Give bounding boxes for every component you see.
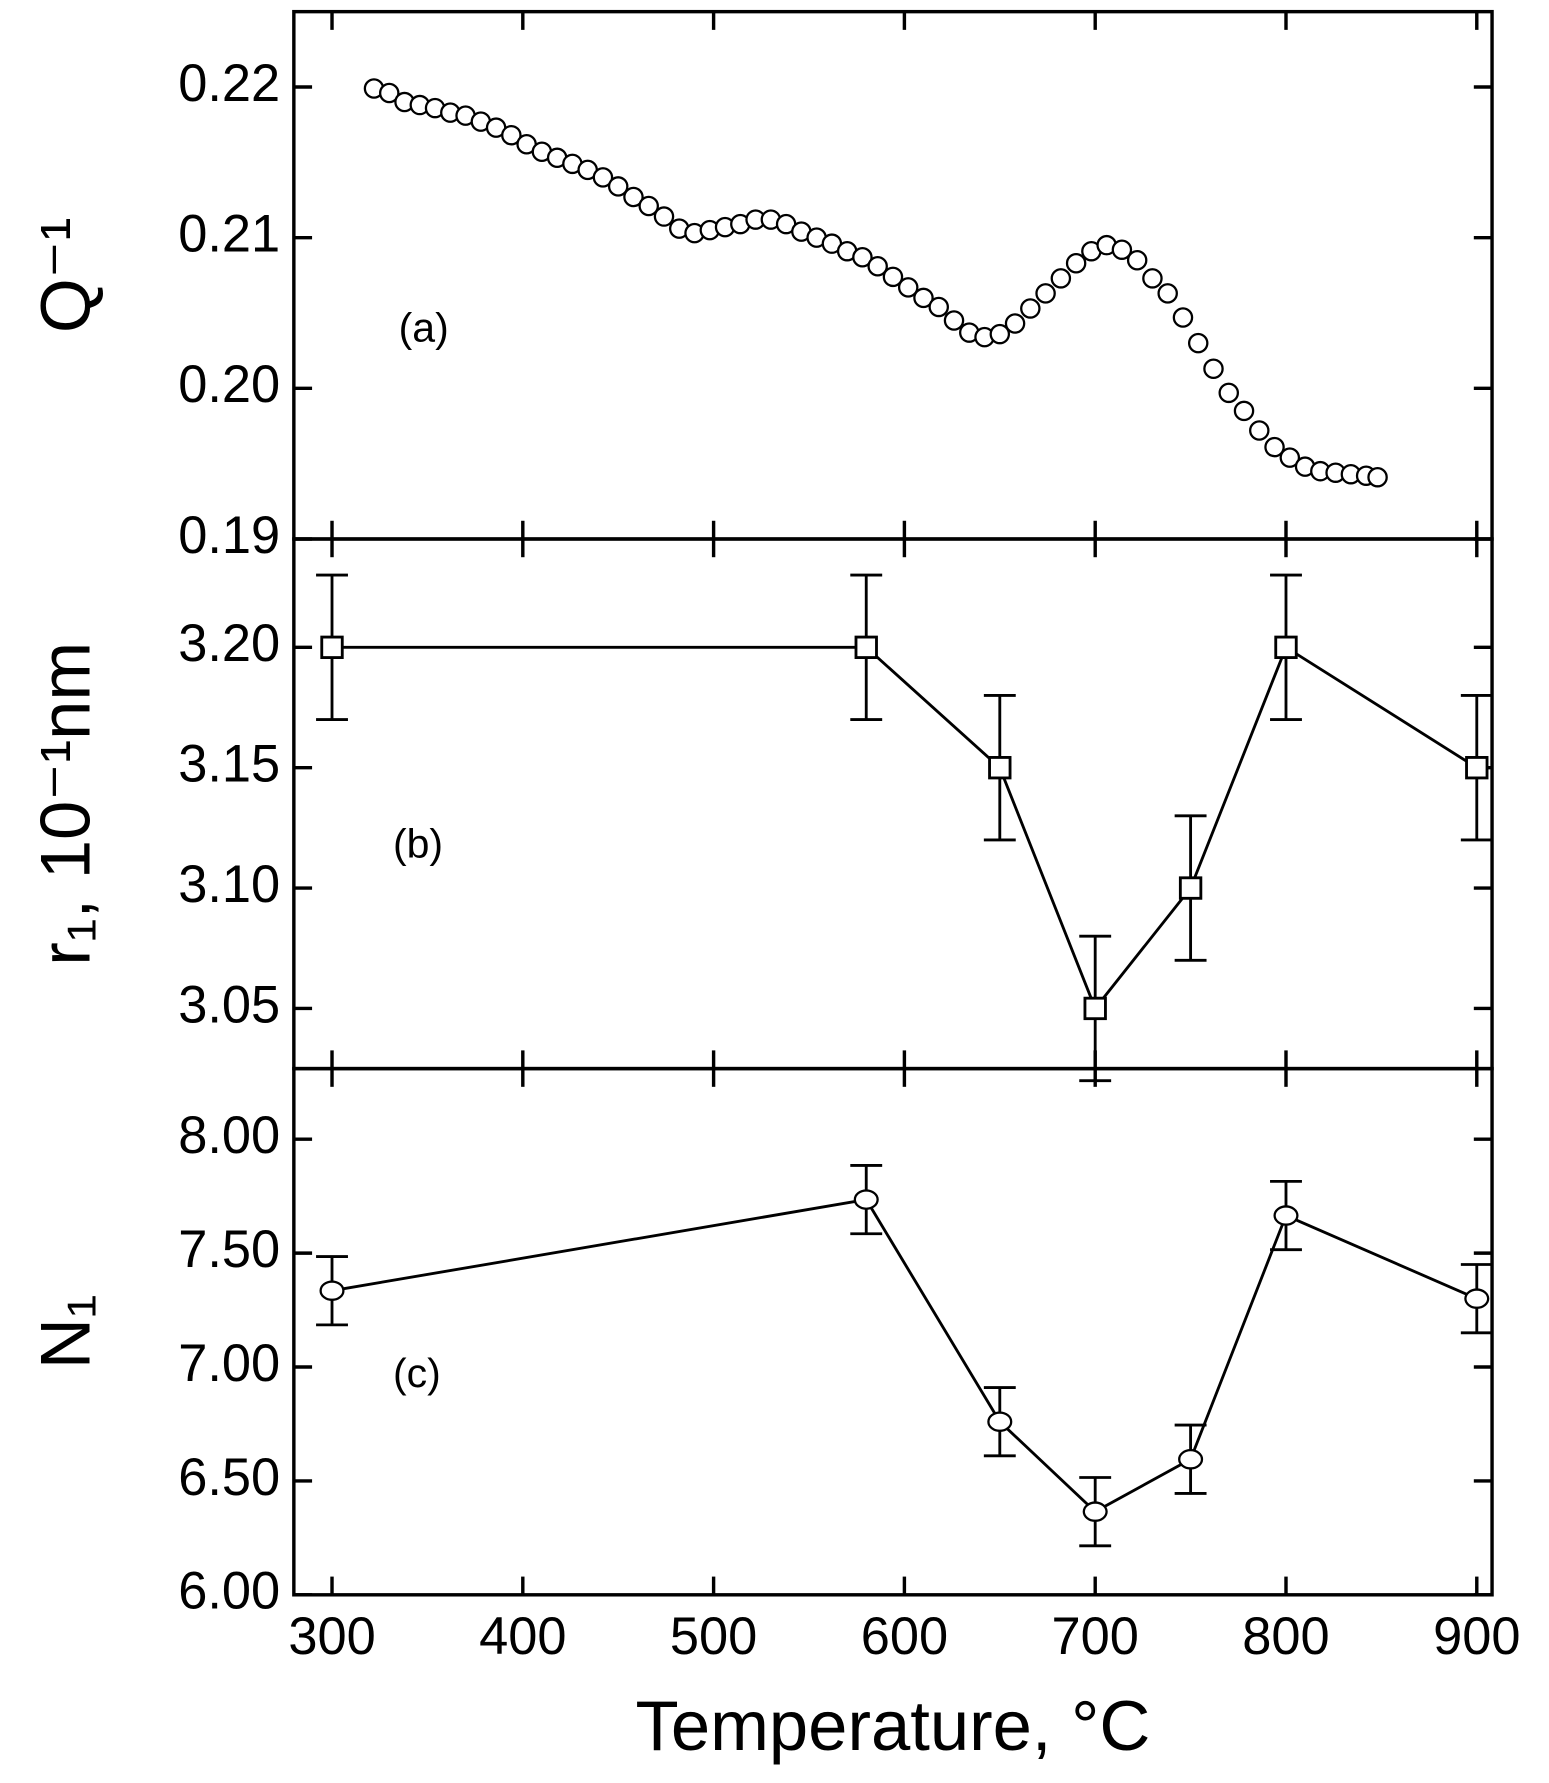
data-point <box>1279 447 1301 468</box>
data-point <box>592 167 614 188</box>
data-point <box>1172 307 1194 328</box>
data-point <box>852 246 873 268</box>
data-point <box>897 277 919 298</box>
data-point <box>988 756 1012 780</box>
data-point <box>1203 358 1224 379</box>
data-point <box>1367 466 1388 488</box>
data-point <box>379 82 400 104</box>
x-tick-label: 900 <box>1433 1608 1520 1666</box>
data-point <box>1035 283 1056 304</box>
panel-label: (c) <box>393 1350 441 1396</box>
data-point <box>1187 332 1209 354</box>
data-point <box>928 296 949 318</box>
y-tick-label: 6.50 <box>178 1449 280 1507</box>
data-point <box>1274 635 1298 659</box>
data-point <box>987 1411 1013 1432</box>
y-tick-label: 7.50 <box>178 1221 280 1279</box>
plot-frame <box>292 537 1494 1071</box>
data-point <box>867 256 888 277</box>
y-tick-label: 0.19 <box>178 507 280 565</box>
y-axis-title: Q⁻¹ <box>25 217 104 333</box>
data-point <box>1178 876 1203 900</box>
data-point <box>623 186 644 208</box>
data-point <box>320 635 344 659</box>
y-tick-label: 3.20 <box>178 615 280 673</box>
y-axis-title: r₁, 10⁻¹nm <box>25 642 104 966</box>
x-tick-label: 800 <box>1242 1608 1329 1666</box>
y-tick-label: 3.05 <box>178 976 280 1034</box>
data-point <box>1249 420 1270 441</box>
data-point <box>1020 298 1041 319</box>
y-tick-label: 6.00 <box>178 1563 280 1621</box>
data-point <box>989 323 1011 345</box>
data-point <box>1050 268 1072 289</box>
data-point <box>1083 996 1107 1021</box>
x-tick-label: 400 <box>479 1608 566 1666</box>
data-point <box>638 195 659 217</box>
data-point <box>1464 1288 1490 1309</box>
data-line <box>331 1198 1478 1514</box>
x-axis-title: Temperature, °C <box>636 1686 1151 1765</box>
data-point <box>1142 268 1163 289</box>
y-tick-label: 0.22 <box>178 55 280 113</box>
data-point <box>1264 436 1285 458</box>
data-point <box>1082 1501 1108 1522</box>
y-tick-label: 3.10 <box>178 856 280 914</box>
data-point <box>1465 756 1489 780</box>
data-point <box>1233 400 1255 422</box>
y-tick-label: 0.20 <box>178 356 280 414</box>
y-tick-label: 8.00 <box>178 1107 280 1165</box>
data-point <box>1126 249 1148 271</box>
data-point <box>319 1280 345 1301</box>
data-point <box>913 287 934 309</box>
panel-label: (a) <box>399 304 449 350</box>
data-point <box>1157 283 1178 304</box>
data-point <box>853 1189 879 1210</box>
x-tick-label: 700 <box>1052 1608 1139 1666</box>
data-point <box>653 206 675 227</box>
data-point <box>1065 253 1087 274</box>
y-axis-title: N₁ <box>25 1294 104 1369</box>
data-point <box>1111 239 1133 260</box>
y-tick-label: 3.15 <box>178 736 280 794</box>
data-point <box>1178 1449 1204 1470</box>
plot-frame <box>292 1066 1494 1597</box>
data-line <box>332 645 1478 1012</box>
x-tick-label: 300 <box>288 1608 375 1666</box>
data-point <box>1004 313 1026 334</box>
data-point <box>943 310 965 331</box>
data-point <box>1273 1205 1299 1226</box>
data-point <box>882 266 904 288</box>
y-tick-label: 0.21 <box>178 205 280 263</box>
x-tick-label: 500 <box>670 1608 757 1666</box>
data-point <box>501 124 522 146</box>
panel-label: (b) <box>393 820 443 866</box>
data-point <box>607 176 629 197</box>
data-point <box>1218 382 1240 404</box>
data-point <box>854 635 878 659</box>
x-tick-label: 600 <box>861 1608 948 1666</box>
y-tick-label: 7.00 <box>178 1335 280 1393</box>
